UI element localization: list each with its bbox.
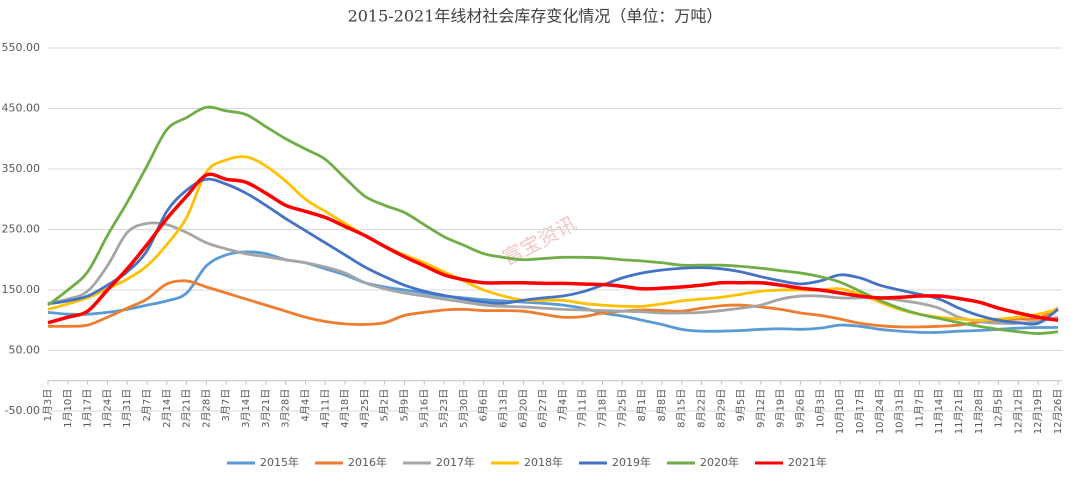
y-tick-label: 450.00 [2, 102, 41, 115]
x-tick-label: 7月18日 [597, 389, 609, 428]
x-tick-label: 7月11日 [577, 389, 589, 428]
x-tick-label: 9月19日 [775, 389, 787, 428]
x-tick-label: 1月3日 [42, 389, 54, 422]
x-tick-label: 3月7日 [220, 389, 232, 422]
x-tick-label: 8月22日 [696, 389, 708, 428]
x-tick-label: 11月7日 [913, 389, 925, 428]
x-tick-label: 3月28日 [280, 389, 292, 428]
x-tick-label: 1月10日 [62, 389, 74, 428]
x-tick-label: 6月20日 [517, 389, 529, 428]
x-tick-label: 5月9日 [398, 389, 410, 422]
x-tick-label: 3月21日 [260, 389, 272, 428]
x-tick-label: 11月21日 [953, 389, 965, 434]
series-line [47, 177, 1059, 326]
x-tick-label: 5月2日 [379, 389, 391, 422]
series-line [47, 155, 1059, 322]
legend-label: 2015年 [260, 455, 299, 469]
x-tick-label: 1月24日 [101, 389, 113, 428]
x-tick-label: 10月17日 [854, 389, 866, 434]
legend-label: 2021年 [788, 455, 827, 469]
y-tick-label: 350.00 [2, 162, 41, 175]
legend-label: 2018年 [524, 455, 563, 469]
x-tick-label: 8月8日 [656, 389, 668, 422]
x-tick-label: 12月19日 [1032, 389, 1044, 434]
x-tick-label: 10月24日 [874, 389, 886, 434]
y-tick-label: -50.00 [5, 404, 40, 417]
series-line [47, 172, 1059, 325]
series-line [47, 250, 1059, 334]
x-tick-label: 12月26日 [1052, 389, 1064, 434]
watermark: 富宝资讯 [498, 211, 580, 270]
x-tick-label: 5月23日 [438, 389, 450, 428]
x-tick-label: 2月28日 [200, 389, 212, 428]
x-tick-label: 6月27日 [537, 389, 549, 428]
x-tick-label: 10月10日 [834, 389, 846, 434]
series-line [47, 105, 1059, 335]
x-tick-label: 9月26日 [795, 389, 807, 428]
x-tick-label: 5月30日 [458, 389, 470, 428]
x-tick-label: 9月5日 [735, 389, 747, 422]
x-tick-label: 7月4日 [557, 389, 569, 422]
y-tick-label: 150.00 [2, 283, 41, 296]
x-tick-label: 5月16日 [418, 389, 430, 428]
x-tick-label: 2月7日 [141, 389, 153, 422]
x-tick-label: 8月1日 [636, 389, 648, 422]
chart-title: 2015-2021年线材社会库存变化情况（单位：万吨） [348, 7, 723, 26]
legend-label: 2017年 [436, 455, 475, 469]
legend-label: 2019年 [612, 455, 651, 469]
x-tick-label: 10月3日 [814, 389, 826, 428]
x-tick-label: 11月14日 [933, 389, 945, 434]
y-tick-label: 50.00 [9, 344, 41, 357]
x-tick-label: 3月14日 [240, 389, 252, 428]
x-tick-label: 6月13日 [497, 389, 509, 428]
x-tick-label: 12月5日 [993, 389, 1005, 428]
x-tick-label: 6月6日 [478, 389, 490, 422]
x-tick-label: 10月31日 [894, 389, 906, 434]
x-tick-label: 4月18日 [339, 389, 351, 428]
x-tick-label: 1月31日 [121, 389, 133, 428]
x-tick-label: 8月29日 [715, 389, 727, 428]
x-tick-label: 12月12日 [1012, 389, 1024, 434]
x-tick-label: 9月12日 [755, 389, 767, 428]
series-line [47, 279, 1059, 329]
y-tick-label: 550.00 [2, 41, 41, 54]
x-tick-label: 4月11日 [319, 389, 331, 428]
y-tick-label: 250.00 [2, 223, 41, 236]
x-tick-label: 4月4日 [299, 389, 311, 422]
x-tick-label: 11月28日 [973, 389, 985, 434]
x-tick-label: 2月21日 [181, 389, 193, 428]
x-tick-label: 4月25日 [359, 389, 371, 428]
x-tick-label: 8月15日 [676, 389, 688, 428]
x-tick-label: 2月14日 [161, 389, 173, 428]
legend-label: 2016年 [348, 455, 387, 469]
x-tick-label: 1月17日 [82, 389, 94, 428]
x-tick-label: 7月25日 [616, 389, 628, 428]
legend-label: 2020年 [700, 455, 739, 469]
